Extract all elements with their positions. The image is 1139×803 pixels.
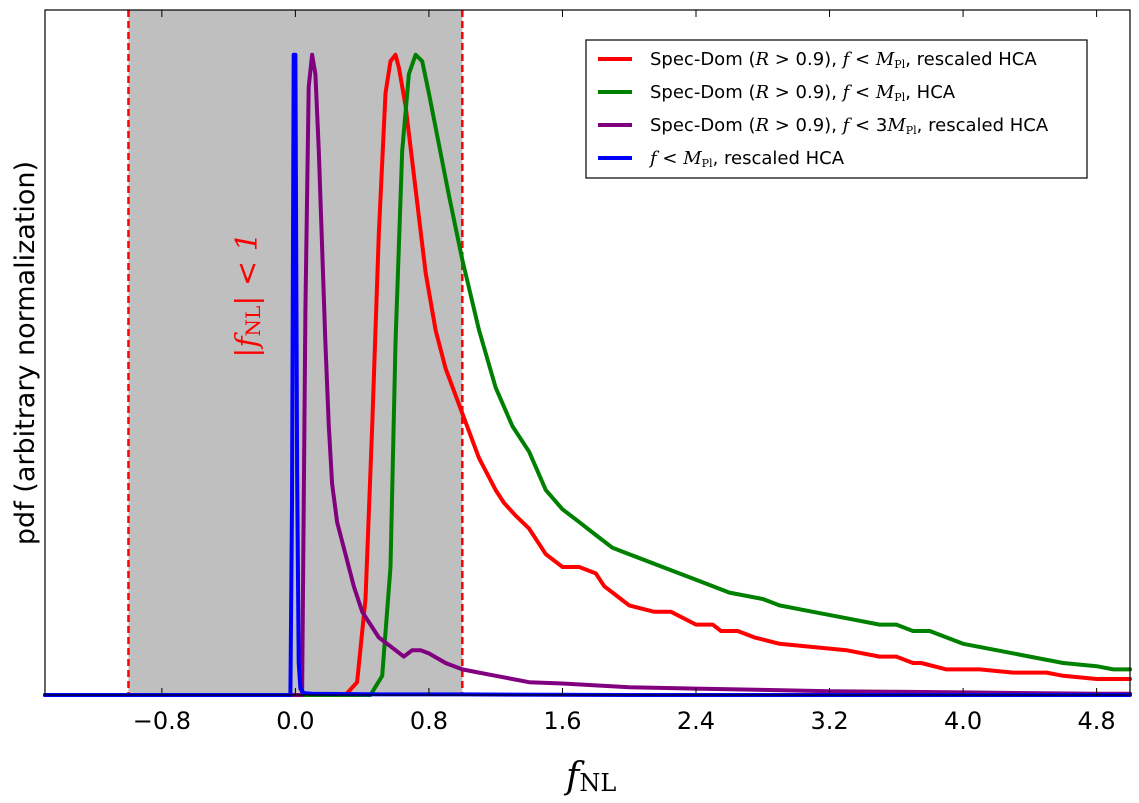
plot-frame bbox=[44, 9, 1131, 696]
legend-entries: Spec-Dom (R > 0.9), f < MPl, rescaled HC… bbox=[598, 49, 1049, 170]
x-tick-label: 4.8 bbox=[1078, 707, 1116, 735]
legend-label-4: f < MPl, rescaled HCA bbox=[648, 148, 845, 170]
axes-layer bbox=[44, 9, 1131, 696]
x-tick-layer: −0.8 0.0 0.8 1.6 2.4 3.2 4.0 4.8 bbox=[133, 10, 1116, 735]
series-line-1 bbox=[43, 52, 1132, 697]
x-tick-label: 2.4 bbox=[677, 707, 715, 735]
annotation-tail: | < 1 bbox=[230, 232, 265, 305]
series-line-3 bbox=[43, 52, 1132, 697]
x-tick-label: 0.8 bbox=[410, 707, 448, 735]
legend-frame bbox=[585, 39, 1088, 179]
series-line-2 bbox=[43, 52, 1132, 697]
x-tick-label: 1.6 bbox=[543, 707, 581, 735]
annotation-subscript: NL bbox=[241, 306, 265, 337]
legend: Spec-Dom (R > 0.9), f < MPl, rescaled HC… bbox=[585, 39, 1088, 179]
legend-label-1: Spec-Dom (R > 0.9), f < MPl, rescaled HC… bbox=[650, 49, 1037, 71]
y-axis-label: pdf (arbitrary normalization) bbox=[10, 161, 41, 545]
fnl-bound-annotation: |fNL| < 1 bbox=[230, 232, 265, 357]
x-tick-label: 3.2 bbox=[810, 707, 848, 735]
legend-label-3: Spec-Dom (R > 0.9), f < 3MPl, rescaled H… bbox=[650, 115, 1049, 137]
series-layer bbox=[43, 52, 1132, 697]
legend-label-2: Spec-Dom (R > 0.9), f < MPl, HCA bbox=[650, 82, 956, 104]
x-tick-label: 4.0 bbox=[944, 707, 982, 735]
x-axis-label-subscript: NL bbox=[579, 769, 616, 797]
x-axis-label: fNL bbox=[563, 756, 616, 797]
x-tick-label: 0.0 bbox=[276, 707, 314, 735]
x-tick-label: −0.8 bbox=[133, 707, 191, 735]
